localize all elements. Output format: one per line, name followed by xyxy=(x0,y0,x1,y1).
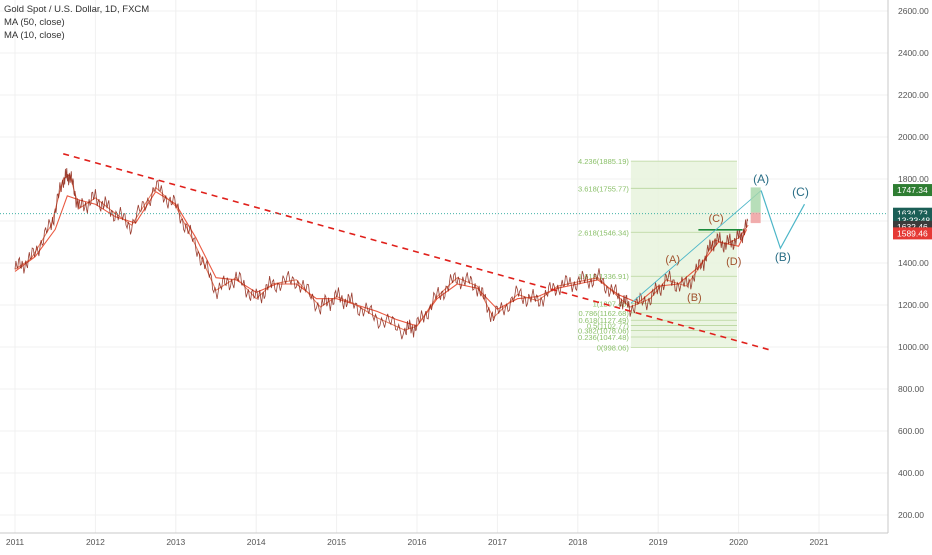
price-axis-label: 600.00 xyxy=(898,426,924,436)
fib-level-label: 0.618(1127.49) xyxy=(579,316,630,325)
drawings[interactable]: (A) (B) (C) (D) (A) (B) (C) xyxy=(0,153,888,351)
fib-level-label: 0.5(1102.77) xyxy=(587,321,629,330)
fib-level-label: 0.786(1162.68) xyxy=(579,309,630,318)
wave-label[interactable]: (D) xyxy=(726,256,741,268)
price-tag-label: 1747.34 xyxy=(897,185,928,195)
price-axis-label: 1400.00 xyxy=(898,258,929,268)
time-axis-label: 2013 xyxy=(166,537,185,547)
time-axis-label: 2011 xyxy=(6,537,25,547)
price-axis-label: 2400.00 xyxy=(898,48,929,58)
price-tag-label: 1589.46 xyxy=(897,228,928,238)
time-axis-label: 2012 xyxy=(86,537,105,547)
indicator-ma10-label[interactable]: MA (10, close) xyxy=(4,30,65,41)
price-axis-label: 400.00 xyxy=(898,468,924,478)
time-axis-label: 2020 xyxy=(729,537,748,547)
price-axis-label: 200.00 xyxy=(898,510,924,520)
price-tag-label: 13:33:48 xyxy=(897,215,930,225)
fib-level-label: 0.382(1078.06) xyxy=(578,327,629,336)
wave-label[interactable]: (A) xyxy=(753,172,769,186)
fib-level-label: 4.236(1885.19) xyxy=(578,157,629,166)
price-axis-label: 2200.00 xyxy=(898,90,929,100)
wave-label[interactable]: (C) xyxy=(792,185,809,199)
downtrend-line[interactable] xyxy=(63,153,771,351)
price-series xyxy=(14,168,749,340)
price-tag-label: 1632.46 xyxy=(897,222,928,232)
wave-label[interactable]: (B) xyxy=(687,292,702,304)
time-axis-label: 2019 xyxy=(649,537,668,547)
fibonacci-extension[interactable]: 4.236(1885.19) 3.618(1755.77) 2.618(1546.3… xyxy=(578,157,737,352)
price-axis-label: 1000.00 xyxy=(898,342,929,352)
wave-label[interactable]: (B) xyxy=(775,250,791,264)
time-axis-label: 2021 xyxy=(810,537,829,547)
wave-projection-path[interactable] xyxy=(760,190,806,250)
projection-line[interactable] xyxy=(630,190,762,304)
price-tag-bg xyxy=(893,227,932,240)
price-axis-label: 1200.00 xyxy=(898,300,929,310)
price-axis-label: 800.00 xyxy=(898,384,924,394)
fib-level-label: 1(1207.48) xyxy=(593,299,630,308)
price-line xyxy=(14,168,749,340)
fib-level-label: 1.618(1336.91) xyxy=(578,272,629,281)
time-axis-label: 2015 xyxy=(327,537,346,547)
fib-level-label: 2.618(1546.34) xyxy=(578,228,629,237)
time-axis-label: 2014 xyxy=(247,537,266,547)
price-tag-bg xyxy=(893,184,932,197)
time-axis-label: 2018 xyxy=(568,537,587,547)
price-tag-label: 1634.73 xyxy=(897,209,928,219)
fib-level-label: 0.236(1047.48) xyxy=(578,333,629,342)
wave-label[interactable]: (C) xyxy=(708,213,723,225)
wave-label[interactable]: (A) xyxy=(665,254,680,266)
indicator-ma50-label[interactable]: MA (50, close) xyxy=(4,17,65,28)
price-axis-label: 2000.00 xyxy=(898,132,929,142)
stop-box[interactable] xyxy=(750,212,761,224)
symbol-title[interactable]: Gold Spot / U.S. Dollar, 1D, FXCM xyxy=(4,4,150,15)
price-axis-label: 2600.00 xyxy=(898,6,929,16)
chart-legend: Gold Spot / U.S. Dollar, 1D, FXCM MA (50… xyxy=(4,3,149,42)
target-box[interactable] xyxy=(750,187,761,213)
time-axis-label: 2016 xyxy=(408,537,427,547)
grid xyxy=(0,0,888,533)
fib-level-label: 0(998.06) xyxy=(597,343,630,352)
price-axis-label: 1800.00 xyxy=(898,174,929,184)
fib-zone[interactable] xyxy=(630,161,737,348)
time-axis-label: 2017 xyxy=(488,537,507,547)
fib-level-label: 3.618(1755.77) xyxy=(578,184,629,193)
